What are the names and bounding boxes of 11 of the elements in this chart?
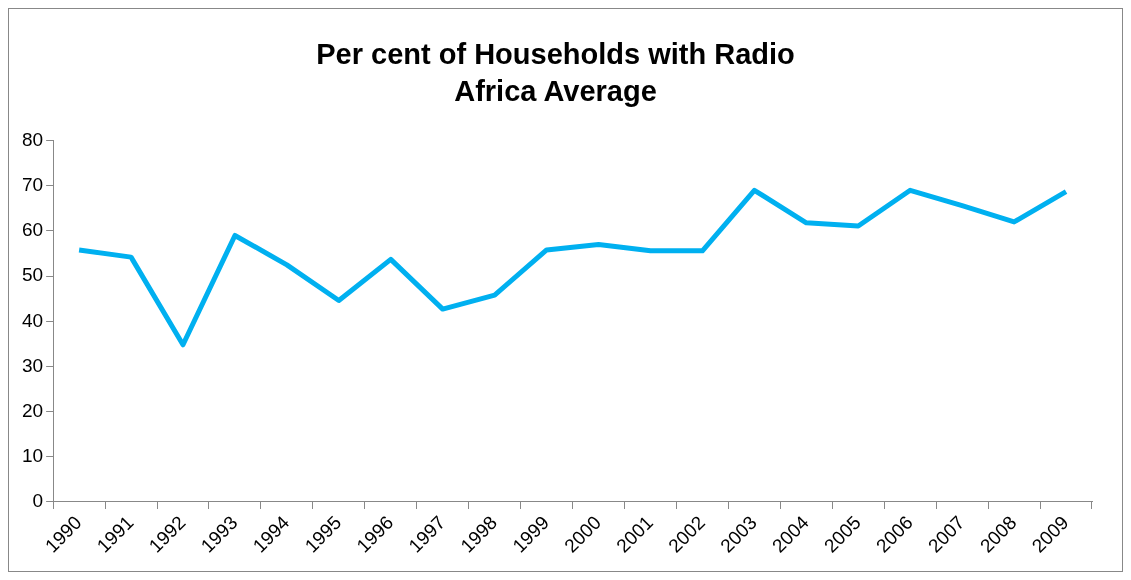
chart-title: Per cent of Households with Radio: [316, 38, 795, 71]
y-tick-label: 50: [21, 264, 44, 286]
y-tick-label: 60: [21, 219, 44, 241]
y-tick-label: 80: [21, 128, 44, 150]
chart-subtitle: Africa Average: [454, 75, 657, 108]
y-tick-label: 40: [21, 309, 44, 331]
y-tick-label: 0: [32, 490, 44, 512]
y-tick-label: 70: [21, 174, 44, 196]
y-tick-label: 30: [21, 354, 44, 376]
y-tick-label: 10: [21, 445, 44, 467]
y-tick-label: 20: [21, 399, 44, 421]
